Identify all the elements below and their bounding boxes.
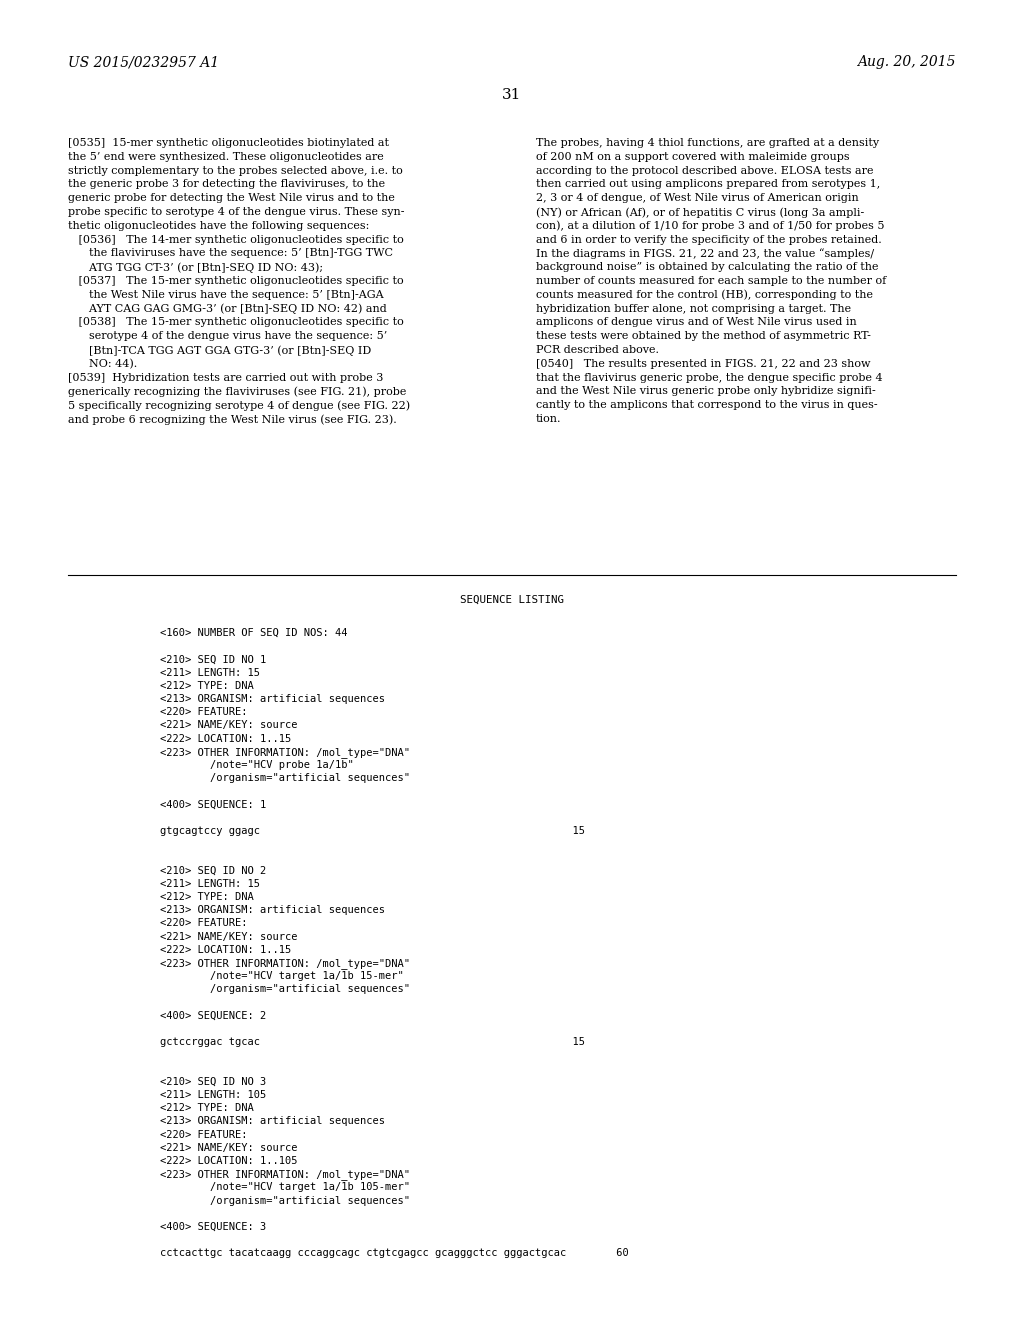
Text: <221> NAME/KEY: source: <221> NAME/KEY: source [160,932,298,941]
Text: <210> SEQ ID NO 2: <210> SEQ ID NO 2 [160,866,266,875]
Text: gctccrggac tgcac                                                  15: gctccrggac tgcac 15 [160,1038,585,1047]
Text: then carried out using amplicons prepared from serotypes 1,: then carried out using amplicons prepare… [536,180,881,189]
Text: <212> TYPE: DNA: <212> TYPE: DNA [160,1104,254,1113]
Text: <400> SEQUENCE: 1: <400> SEQUENCE: 1 [160,800,266,809]
Text: SEQUENCE LISTING: SEQUENCE LISTING [460,595,564,605]
Text: <211> LENGTH: 15: <211> LENGTH: 15 [160,879,260,888]
Text: <223> OTHER INFORMATION: /mol_type="DNA": <223> OTHER INFORMATION: /mol_type="DNA" [160,958,410,969]
Text: <221> NAME/KEY: source: <221> NAME/KEY: source [160,721,298,730]
Text: [0536]   The 14-mer synthetic oligonucleotides specific to: [0536] The 14-mer synthetic oligonucleot… [68,235,403,244]
Text: <222> LOCATION: 1..105: <222> LOCATION: 1..105 [160,1156,298,1166]
Text: serotype 4 of the dengue virus have the sequence: 5’: serotype 4 of the dengue virus have the … [68,331,387,341]
Text: of 200 nM on a support covered with maleimide groups: of 200 nM on a support covered with male… [536,152,850,162]
Text: [0537]   The 15-mer synthetic oligonucleotides specific to: [0537] The 15-mer synthetic oligonucleot… [68,276,403,286]
Text: <212> TYPE: DNA: <212> TYPE: DNA [160,681,254,690]
Text: and 6 in order to verify the specificity of the probes retained.: and 6 in order to verify the specificity… [536,235,882,244]
Text: <221> NAME/KEY: source: <221> NAME/KEY: source [160,1143,298,1152]
Text: <220> FEATURE:: <220> FEATURE: [160,919,248,928]
Text: probe specific to serotype 4 of the dengue virus. These syn-: probe specific to serotype 4 of the deng… [68,207,404,216]
Text: [0538]   The 15-mer synthetic oligonucleotides specific to: [0538] The 15-mer synthetic oligonucleot… [68,317,403,327]
Text: 31: 31 [503,88,521,102]
Text: these tests were obtained by the method of asymmetric RT-: these tests were obtained by the method … [536,331,870,341]
Text: background noise” is obtained by calculating the ratio of the: background noise” is obtained by calcula… [536,263,879,272]
Text: [0539]  Hybridization tests are carried out with probe 3: [0539] Hybridization tests are carried o… [68,372,383,383]
Text: the West Nile virus have the sequence: 5’ [Btn]-AGA: the West Nile virus have the sequence: 5… [68,290,384,300]
Text: <213> ORGANISM: artificial sequences: <213> ORGANISM: artificial sequences [160,694,385,704]
Text: <160> NUMBER OF SEQ ID NOS: 44: <160> NUMBER OF SEQ ID NOS: 44 [160,628,347,638]
Text: <400> SEQUENCE: 3: <400> SEQUENCE: 3 [160,1222,266,1232]
Text: <220> FEATURE:: <220> FEATURE: [160,1130,248,1139]
Text: US 2015/0232957 A1: US 2015/0232957 A1 [68,55,219,69]
Text: hybridization buffer alone, not comprising a target. The: hybridization buffer alone, not comprisi… [536,304,851,314]
Text: [Btn]-TCA TGG AGT GGA GTG-3’ (or [Btn]-SEQ ID: [Btn]-TCA TGG AGT GGA GTG-3’ (or [Btn]-S… [68,345,372,355]
Text: amplicons of dengue virus and of West Nile virus used in: amplicons of dengue virus and of West Ni… [536,317,857,327]
Text: the 5’ end were synthesized. These oligonucleotides are: the 5’ end were synthesized. These oligo… [68,152,384,162]
Text: <400> SEQUENCE: 2: <400> SEQUENCE: 2 [160,1011,266,1020]
Text: gtgcagtccy ggagc                                                  15: gtgcagtccy ggagc 15 [160,826,585,836]
Text: and the West Nile virus generic probe only hybridize signifi-: and the West Nile virus generic probe on… [536,387,876,396]
Text: cantly to the amplicons that correspond to the virus in ques-: cantly to the amplicons that correspond … [536,400,878,411]
Text: ATG TGG CT-3’ (or [Btn]-SEQ ID NO: 43);: ATG TGG CT-3’ (or [Btn]-SEQ ID NO: 43); [68,263,324,273]
Text: NO: 44).: NO: 44). [68,359,137,370]
Text: the flaviviruses have the sequence: 5’ [Btn]-TGG TWC: the flaviviruses have the sequence: 5’ [… [68,248,393,259]
Text: 5 specifically recognizing serotype 4 of dengue (see FIG. 22): 5 specifically recognizing serotype 4 of… [68,400,411,411]
Text: In the diagrams in FIGS. 21, 22 and 23, the value “samples/: In the diagrams in FIGS. 21, 22 and 23, … [536,248,874,259]
Text: con), at a dilution of 1/10 for probe 3 and of 1/50 for probes 5: con), at a dilution of 1/10 for probe 3 … [536,220,885,231]
Text: counts measured for the control (HB), corresponding to the: counts measured for the control (HB), co… [536,290,873,301]
Text: <212> TYPE: DNA: <212> TYPE: DNA [160,892,254,902]
Text: thetic oligonucleotides have the following sequences:: thetic oligonucleotides have the followi… [68,220,370,231]
Text: [0535]  15-mer synthetic oligonucleotides biotinylated at: [0535] 15-mer synthetic oligonucleotides… [68,139,389,148]
Text: <211> LENGTH: 105: <211> LENGTH: 105 [160,1090,266,1100]
Text: /organism="artificial sequences": /organism="artificial sequences" [160,774,410,783]
Text: tion.: tion. [536,414,561,424]
Text: AYT CAG GAG GMG-3’ (or [Btn]-SEQ ID NO: 42) and: AYT CAG GAG GMG-3’ (or [Btn]-SEQ ID NO: … [68,304,387,314]
Text: generic probe for detecting the West Nile virus and to the: generic probe for detecting the West Nil… [68,193,395,203]
Text: [0540]   The results presented in FIGS. 21, 22 and 23 show: [0540] The results presented in FIGS. 21… [536,359,870,368]
Text: Aug. 20, 2015: Aug. 20, 2015 [857,55,956,69]
Text: /note="HCV target 1a/1b 105-mer": /note="HCV target 1a/1b 105-mer" [160,1183,410,1192]
Text: and probe 6 recognizing the West Nile virus (see FIG. 23).: and probe 6 recognizing the West Nile vi… [68,414,396,425]
Text: <210> SEQ ID NO 1: <210> SEQ ID NO 1 [160,655,266,664]
Text: <222> LOCATION: 1..15: <222> LOCATION: 1..15 [160,945,291,954]
Text: <210> SEQ ID NO 3: <210> SEQ ID NO 3 [160,1077,266,1086]
Text: <222> LOCATION: 1..15: <222> LOCATION: 1..15 [160,734,291,743]
Text: number of counts measured for each sample to the number of: number of counts measured for each sampl… [536,276,886,286]
Text: /note="HCV probe 1a/1b": /note="HCV probe 1a/1b" [160,760,353,770]
Text: <223> OTHER INFORMATION: /mol_type="DNA": <223> OTHER INFORMATION: /mol_type="DNA" [160,1170,410,1180]
Text: /organism="artificial sequences": /organism="artificial sequences" [160,985,410,994]
Text: <220> FEATURE:: <220> FEATURE: [160,708,248,717]
Text: according to the protocol described above. ELOSA tests are: according to the protocol described abov… [536,165,873,176]
Text: <213> ORGANISM: artificial sequences: <213> ORGANISM: artificial sequences [160,1117,385,1126]
Text: strictly complementary to the probes selected above, i.e. to: strictly complementary to the probes sel… [68,165,402,176]
Text: the generic probe 3 for detecting the flaviviruses, to the: the generic probe 3 for detecting the fl… [68,180,385,189]
Text: /organism="artificial sequences": /organism="artificial sequences" [160,1196,410,1205]
Text: cctcacttgc tacatcaagg cccaggcagc ctgtcgagcc gcagggctcc gggactgcac        60: cctcacttgc tacatcaagg cccaggcagc ctgtcga… [160,1249,629,1258]
Text: generically recognizing the flaviviruses (see FIG. 21), probe: generically recognizing the flaviviruses… [68,387,407,397]
Text: <223> OTHER INFORMATION: /mol_type="DNA": <223> OTHER INFORMATION: /mol_type="DNA" [160,747,410,758]
Text: <211> LENGTH: 15: <211> LENGTH: 15 [160,668,260,677]
Text: The probes, having 4 thiol functions, are grafted at a density: The probes, having 4 thiol functions, ar… [536,139,880,148]
Text: (NY) or African (Af), or of hepatitis C virus (long 3a ampli-: (NY) or African (Af), or of hepatitis C … [536,207,864,218]
Text: PCR described above.: PCR described above. [536,345,659,355]
Text: <213> ORGANISM: artificial sequences: <213> ORGANISM: artificial sequences [160,906,385,915]
Text: /note="HCV target 1a/1b 15-mer": /note="HCV target 1a/1b 15-mer" [160,972,403,981]
Text: that the flavivirus generic probe, the dengue specific probe 4: that the flavivirus generic probe, the d… [536,372,883,383]
Text: 2, 3 or 4 of dengue, of West Nile virus of American origin: 2, 3 or 4 of dengue, of West Nile virus … [536,193,859,203]
